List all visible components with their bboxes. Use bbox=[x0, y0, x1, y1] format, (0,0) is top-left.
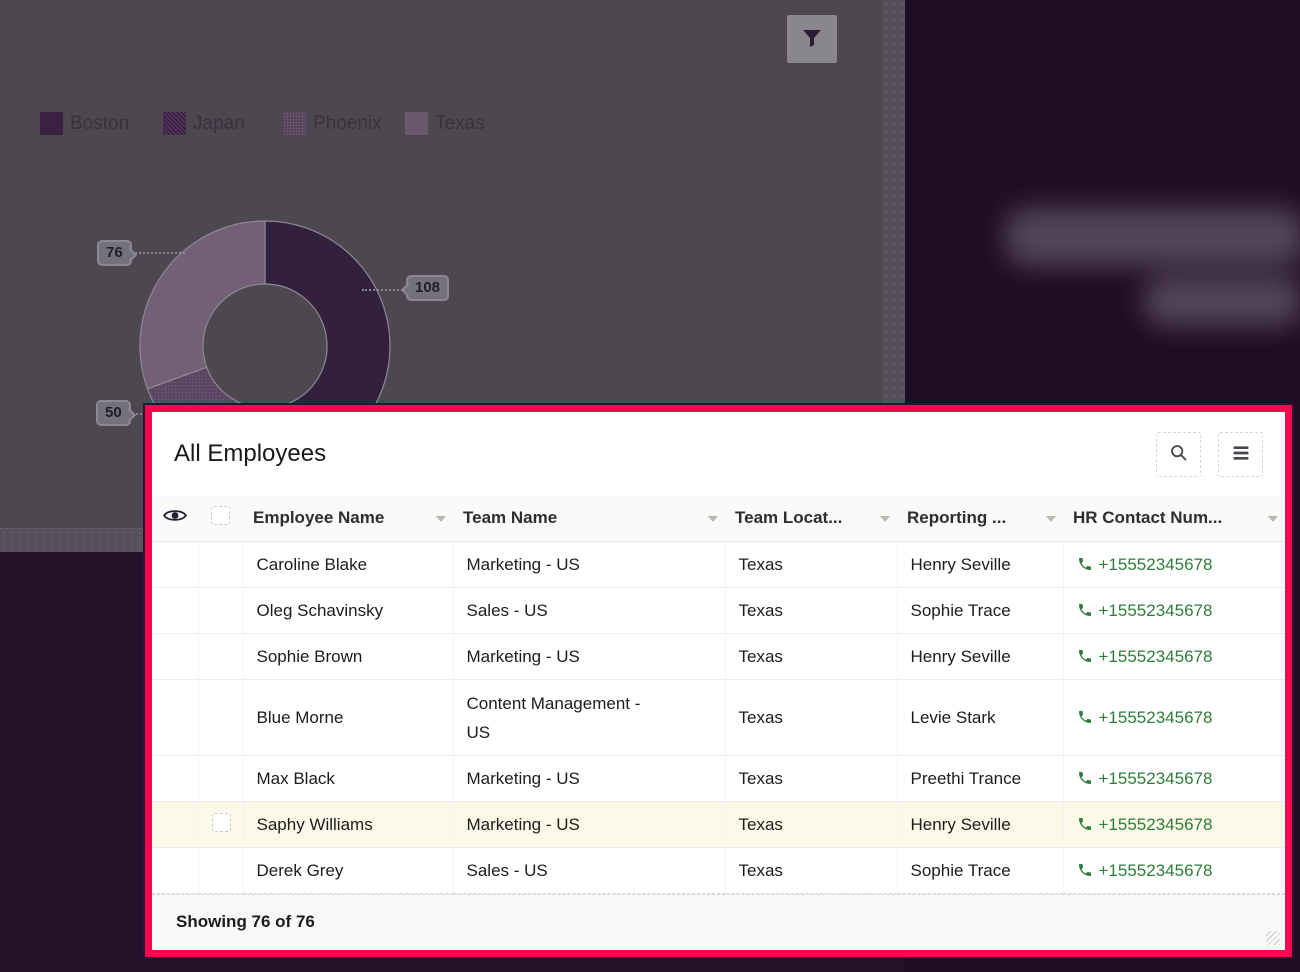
phone-link[interactable]: +15552345678 bbox=[1077, 815, 1212, 834]
table-header-row: Employee Name Team Name Team Locat... Re… bbox=[152, 496, 1285, 542]
cell-team-name: Marketing - US bbox=[453, 801, 726, 848]
phone-link[interactable]: +15552345678 bbox=[1077, 861, 1212, 880]
filter-button[interactable] bbox=[787, 15, 837, 63]
table-row[interactable]: Caroline Blake Marketing - US Texas Henr… bbox=[152, 541, 1285, 588]
cell-team-location: Texas bbox=[725, 541, 898, 588]
modal-header: All Employees bbox=[152, 412, 1285, 496]
search-icon bbox=[1168, 442, 1190, 467]
cell-team-location: Texas bbox=[725, 755, 898, 802]
column-header-employee-name[interactable]: Employee Name bbox=[243, 496, 453, 542]
chart-value-callout: 76 bbox=[97, 240, 132, 266]
cell-employee-name: Saphy Williams bbox=[243, 801, 454, 848]
donut-slice-texas bbox=[139, 220, 266, 390]
chart-value-callout: 50 bbox=[96, 400, 131, 426]
chevron-down-icon bbox=[436, 516, 446, 522]
cell-employee-name: Sophie Brown bbox=[243, 633, 454, 680]
search-button[interactable] bbox=[1156, 431, 1201, 477]
row-count-summary: Showing 76 of 76 bbox=[176, 912, 315, 931]
funnel-icon bbox=[800, 26, 824, 53]
cell-team-name: Marketing - US bbox=[453, 633, 726, 680]
cell-reporting: Levie Stark bbox=[897, 679, 1064, 756]
cell-team-location: Texas bbox=[725, 587, 898, 634]
chevron-down-icon bbox=[1046, 516, 1056, 522]
cell-team-location: Texas bbox=[725, 679, 898, 756]
legend-item-japan[interactable]: Japan bbox=[163, 112, 245, 135]
cell-team-name: Content Management - US bbox=[453, 679, 726, 756]
employees-table: Employee Name Team Name Team Locat... Re… bbox=[152, 496, 1285, 894]
legend-item-texas[interactable]: Texas bbox=[405, 112, 485, 135]
cell-reporting: Henry Seville bbox=[897, 801, 1064, 848]
phone-link[interactable]: +15552345678 bbox=[1077, 708, 1212, 727]
phone-link[interactable]: +15552345678 bbox=[1077, 601, 1212, 620]
panel-divider-vertical bbox=[882, 0, 905, 528]
row-checkbox[interactable] bbox=[211, 813, 231, 832]
chart-value-callout: 108 bbox=[406, 275, 450, 301]
cell-reporting: Sophie Trace bbox=[897, 587, 1064, 634]
all-employees-modal: All Employees bbox=[145, 405, 1292, 957]
hamburger-menu-icon bbox=[1231, 443, 1251, 466]
eye-icon bbox=[162, 508, 188, 527]
cell-employee-name: Derek Grey bbox=[243, 847, 454, 894]
column-header-team-name[interactable]: Team Name bbox=[453, 496, 725, 542]
select-all-checkbox[interactable] bbox=[211, 506, 230, 526]
legend-label: Texas bbox=[435, 112, 485, 134]
cell-team-name: Marketing - US bbox=[453, 755, 726, 802]
table-row[interactable]: Max Black Marketing - US Texas Preethi T… bbox=[152, 755, 1285, 802]
legend-label: Phoenix bbox=[313, 112, 382, 134]
blurred-heading-line bbox=[1005, 208, 1300, 266]
column-visibility-toggle[interactable] bbox=[152, 496, 198, 542]
callout-leader-line bbox=[362, 289, 406, 291]
cell-reporting: Henry Seville bbox=[897, 541, 1064, 588]
column-header-reporting[interactable]: Reporting ... bbox=[897, 496, 1063, 542]
resize-handle[interactable] bbox=[1266, 930, 1280, 945]
legend-label: Boston bbox=[70, 112, 130, 134]
table-row[interactable]: Derek Grey Sales - US Texas Sophie Trace… bbox=[152, 847, 1285, 894]
cell-team-name: Marketing - US bbox=[453, 541, 726, 588]
table-row[interactable]: Blue Morne Content Management - US Texas… bbox=[152, 679, 1285, 756]
cell-reporting: Henry Seville bbox=[897, 633, 1064, 680]
legend-item-boston[interactable]: Boston bbox=[40, 112, 129, 135]
cell-team-name: Sales - US bbox=[453, 847, 726, 894]
phone-link[interactable]: +15552345678 bbox=[1077, 769, 1212, 788]
phone-link[interactable]: +15552345678 bbox=[1077, 647, 1212, 666]
cell-employee-name: Caroline Blake bbox=[243, 541, 454, 588]
table-row-highlighted[interactable]: Saphy Williams Marketing - US Texas Henr… bbox=[152, 801, 1285, 848]
chevron-down-icon bbox=[1268, 516, 1278, 522]
legend-item-phoenix[interactable]: Phoenix bbox=[283, 112, 382, 135]
table-row[interactable]: Oleg Schavinsky Sales - US Texas Sophie … bbox=[152, 587, 1285, 634]
cell-employee-name: Oleg Schavinsky bbox=[243, 587, 454, 634]
chevron-down-icon bbox=[708, 516, 718, 522]
chevron-down-icon bbox=[880, 516, 890, 522]
legend-swatch-boston bbox=[40, 112, 63, 135]
cell-team-location: Texas bbox=[725, 847, 898, 894]
cell-team-location: Texas bbox=[725, 801, 898, 848]
legend-swatch-japan bbox=[163, 112, 186, 135]
blurred-heading-line bbox=[1143, 276, 1300, 326]
legend-label: Japan bbox=[193, 112, 245, 134]
cell-team-location: Texas bbox=[725, 633, 898, 680]
page-title: All Employees bbox=[174, 440, 327, 467]
column-header-hr-contact[interactable]: HR Contact Num... bbox=[1063, 496, 1285, 542]
cell-employee-name: Max Black bbox=[243, 755, 454, 802]
cell-employee-name: Blue Morne bbox=[243, 679, 454, 756]
phone-link[interactable]: +15552345678 bbox=[1077, 555, 1212, 574]
legend-swatch-phoenix bbox=[283, 112, 306, 135]
legend-swatch-texas bbox=[405, 112, 428, 135]
cell-reporting: Preethi Trance bbox=[897, 755, 1064, 802]
select-all-header bbox=[198, 496, 243, 542]
menu-button[interactable] bbox=[1218, 431, 1263, 477]
callout-leader-line bbox=[130, 252, 185, 254]
column-header-team-location[interactable]: Team Locat... bbox=[725, 496, 897, 542]
cell-reporting: Sophie Trace bbox=[897, 847, 1064, 894]
cell-team-name: Sales - US bbox=[453, 587, 726, 634]
table-row[interactable]: Sophie Brown Marketing - US Texas Henry … bbox=[152, 633, 1285, 680]
table-footer: Showing 76 of 76 bbox=[152, 893, 1285, 950]
